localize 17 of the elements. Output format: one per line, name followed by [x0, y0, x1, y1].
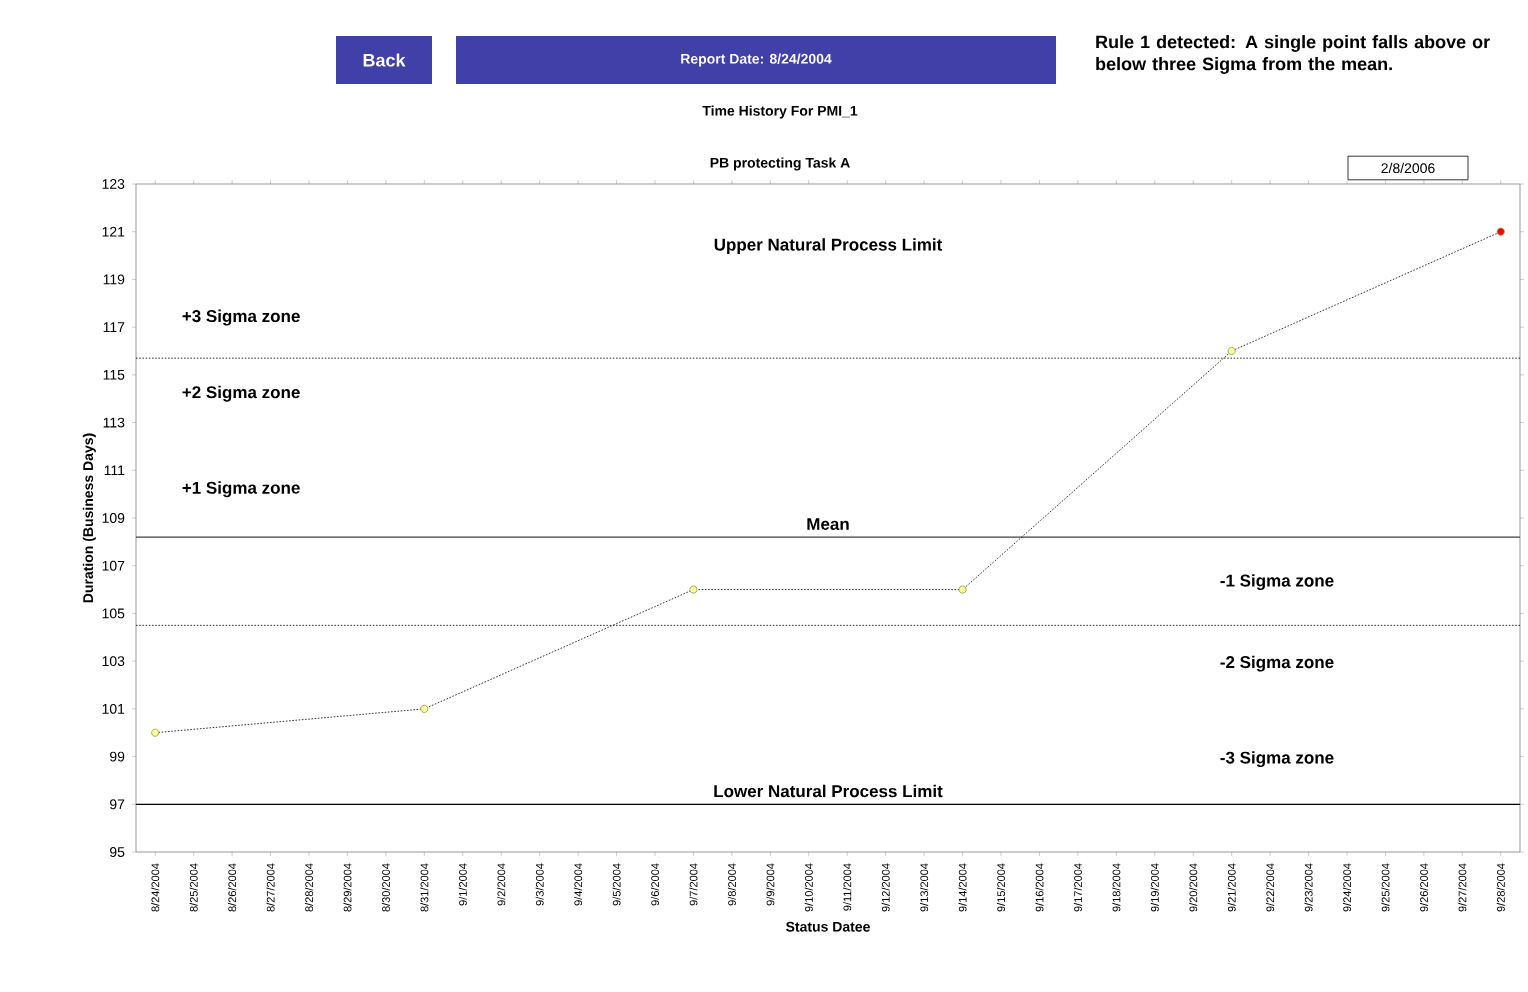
point — [420, 704, 429, 713]
point — [1496, 227, 1505, 236]
point — [151, 728, 160, 737]
text: Back — [363, 53, 406, 67]
point — [958, 585, 967, 594]
point — [689, 585, 698, 594]
annotation: -2 Sigma zone — [1220, 655, 1334, 672]
annotation: +1 Sigma zone — [182, 481, 300, 498]
annotation: +2 Sigma zone — [182, 385, 300, 402]
text: Rule 1 detected: A single point falls above or below three Sigma from the mean. — [1096, 35, 1490, 74]
ref-line-label: Mean — [807, 518, 849, 531]
ref-line-label: Lower Natural Process Limit — [714, 784, 943, 798]
point — [1227, 347, 1236, 355]
annotation: -3 Sigma zone — [1220, 751, 1334, 768]
annotation: +3 Sigma zone — [182, 309, 300, 326]
annotation: Upper Natural Process Limit — [714, 238, 943, 255]
annotation: -1 Sigma zone — [1220, 574, 1334, 591]
